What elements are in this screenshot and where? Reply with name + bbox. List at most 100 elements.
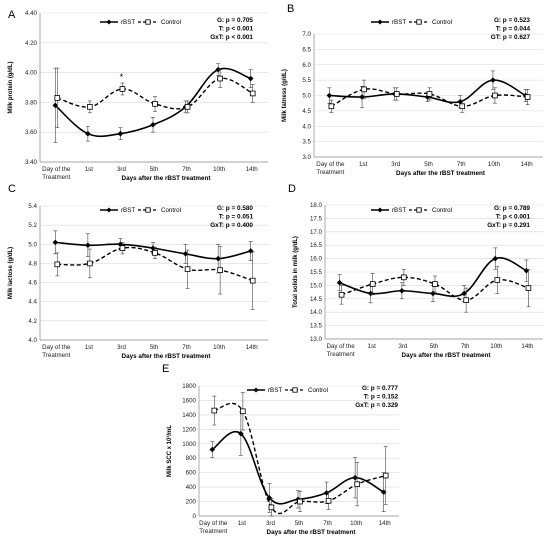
y-tick-label: 3.0 (302, 154, 311, 161)
y-tick-label: 5.4 (28, 203, 37, 210)
x-tick-label: 3rd (117, 166, 127, 173)
data-point-control (268, 504, 275, 511)
x-axis-label: Days after the rBST treatment (267, 529, 357, 536)
x-tick-label: Day of the (316, 161, 345, 168)
data-point-control (382, 472, 389, 479)
x-tick-label: 14th (246, 344, 259, 351)
x-tick-label: 7th (457, 161, 466, 168)
x-tick-label: 7th (182, 166, 191, 173)
x-tick-label: Treatment (316, 169, 344, 176)
y-tick-label: 3.60 (25, 129, 38, 136)
data-point-control (240, 408, 246, 415)
stats-line: T: p = 0.051 (219, 214, 254, 221)
data-point-rbst (238, 430, 244, 437)
stats-line: T: p = 0.152 (364, 394, 399, 401)
y-tick-label: 5.0 (302, 93, 311, 100)
data-point-control (184, 104, 191, 110)
x-tick-label: 10th (213, 166, 226, 173)
data-point-rbst (380, 489, 387, 495)
data-point-control (328, 103, 335, 110)
y-tick-label: 1800 (182, 383, 196, 390)
data-point-rbst (150, 121, 156, 128)
y-tick-label: 5.5 (302, 77, 311, 84)
y-tick-label: 600 (186, 470, 197, 477)
data-point-rbst (215, 255, 221, 262)
y-tick-label: 4.0 (28, 337, 37, 344)
legend-label: rBST (268, 387, 282, 394)
y-tick-label: 5.2 (28, 222, 37, 229)
legend-label: rBST (392, 207, 406, 214)
data-point-control (211, 407, 218, 414)
data-point-control (463, 297, 469, 303)
stats-line: G: p = 0.777 (362, 385, 398, 392)
data-point-control (361, 86, 367, 93)
y-tick-label: 0 (193, 513, 197, 520)
y-tick-label: 800 (186, 455, 197, 462)
x-tick-label: 5th (150, 166, 159, 173)
chart-panel-a: A 3.40 3.60 3.80 4.00 4.20 4.40 Milk protein (g… (8, 9, 268, 182)
data-point-rbst (52, 239, 59, 246)
stats-line: G: p = 0.789 (494, 205, 530, 212)
y-tick-label: 16.0 (310, 256, 323, 263)
data-point-rbst (461, 290, 467, 297)
data-point-control (217, 267, 223, 273)
x-tick-label: 5th (430, 343, 439, 350)
stats-line: GxT: p = 0.400 (210, 222, 253, 229)
panel-label: A (8, 9, 16, 21)
chart-panel-c: C 4.0 4.2 4.4 4.6 4.8 5.0 5.2 5.4 Milk lactose (g… (8, 183, 268, 360)
y-axis-label: Total solids in milk (g/dL) (293, 236, 299, 308)
chart-panel-d: D 13.0 13.5 14.0 14.5 15.0 15.5 16.0 16.5 17.0 17.… (288, 183, 543, 359)
data-point-rbst (326, 92, 333, 99)
x-tick-label: 14th (521, 161, 534, 168)
legend-label: Control (308, 387, 328, 394)
legend-label: Control (161, 19, 181, 26)
data-point-rbst (247, 75, 254, 82)
data-point-control (494, 277, 501, 283)
y-tick-label: 4.20 (25, 40, 38, 47)
stats-line: GxT: p < 0.001 (210, 34, 253, 41)
stats-line: T: p < 0.001 (496, 214, 531, 221)
legend-marker-control (292, 387, 298, 393)
data-point-control (401, 274, 407, 281)
x-tick-label: Day of the (42, 344, 71, 351)
y-axis-label: Milk lactose (g/dL) (8, 247, 14, 299)
legend-label: rBST (392, 19, 406, 26)
data-point-control (152, 101, 158, 107)
data-point-control (249, 90, 256, 97)
data-point-control (87, 104, 93, 110)
data-point-control (369, 281, 376, 287)
data-point-rbst (52, 102, 59, 109)
legend-marker-control (416, 207, 422, 213)
y-tick-label: 4.4 (28, 299, 37, 306)
y-tick-label: 15.5 (310, 269, 323, 276)
x-tick-label: 7th (461, 343, 470, 350)
y-tick-label: 4.40 (25, 10, 38, 17)
x-axis-label: Days after the rBST treatment (396, 170, 486, 177)
data-point-control (119, 245, 126, 251)
x-tick-label: 1st (85, 166, 94, 173)
data-point-control (325, 498, 332, 504)
data-point-control (119, 86, 126, 92)
data-point-control (459, 103, 466, 110)
data-point-rbst (523, 267, 530, 274)
legend-label: Control (432, 207, 452, 214)
legend-marker-rbst (377, 207, 383, 213)
y-tick-label: 14.0 (310, 309, 323, 316)
legend-marker-control (145, 207, 151, 213)
data-point-control (354, 481, 360, 488)
y-tick-label: 17.0 (310, 229, 323, 236)
x-tick-label: 5th (150, 344, 159, 351)
x-tick-label: 5th (424, 161, 433, 168)
data-point-rbst (399, 287, 405, 294)
x-tick-label: 3rd (266, 520, 276, 527)
legend-marker-rbst (106, 207, 112, 213)
x-tick-label: 3rd (398, 343, 408, 350)
data-point-control (54, 261, 61, 268)
y-tick-label: 3.80 (25, 99, 38, 106)
y-axis-label: Milk SCC x 10³/mL (166, 425, 173, 477)
x-tick-label: Day of the (199, 520, 228, 527)
panel-label: B (287, 3, 294, 15)
stats-line: G: p = 0.580 (217, 205, 253, 212)
y-tick-label: 17.5 (310, 215, 323, 222)
legend-marker-rbst (253, 387, 259, 393)
